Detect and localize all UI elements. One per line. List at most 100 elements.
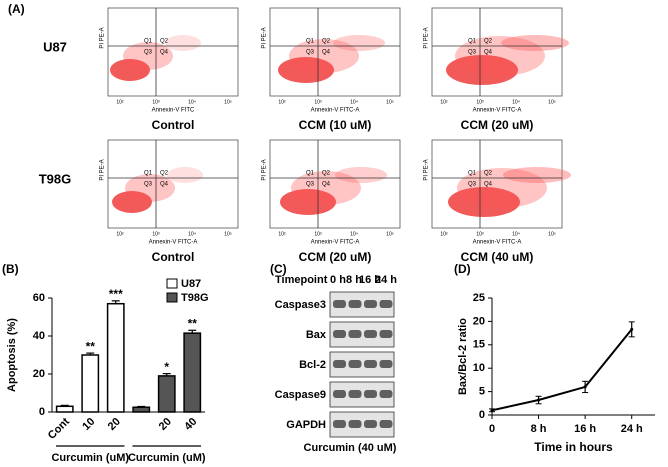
quadrant-label: Q4: [322, 182, 331, 188]
density-blob: [112, 191, 152, 213]
density-blob: [291, 171, 361, 205]
blot-band: [333, 390, 346, 398]
x-tick-label: 16 h: [574, 423, 596, 435]
x-tick-label: 0: [489, 423, 495, 435]
blot-band: [379, 300, 393, 308]
plot-frame: [107, 139, 239, 229]
y-tick-label: 20: [473, 315, 485, 327]
protein-label: Caspase3: [275, 299, 326, 311]
protein-label: GAPDH: [286, 419, 326, 431]
blot-band: [364, 390, 377, 398]
density-blob: [123, 42, 173, 70]
quadrant-label: Q4: [160, 182, 169, 188]
x-tick-label: 10⁴: [350, 231, 358, 237]
x-tick-label: 10³: [314, 99, 322, 105]
blot-band: [364, 300, 377, 308]
density-blob: [289, 39, 359, 73]
x-tick-label: 10⁵: [548, 99, 556, 105]
x-tick-label: 10⁵: [548, 231, 556, 237]
bar: [157, 375, 176, 413]
x-tick-label: 8 h: [531, 423, 547, 435]
blot-band: [348, 390, 362, 398]
x-tick-label: 20: [157, 416, 174, 433]
x-axis-label: Annexin-V FITC: [152, 108, 195, 114]
x-tick-label: 10³: [476, 231, 484, 237]
density-blob: [165, 35, 201, 51]
blot-band: [364, 420, 377, 428]
quadrant-label: Q3: [144, 50, 153, 56]
plot-caption: CCM (10 uM): [299, 118, 372, 132]
x-axis-label: Annexin-V FITC-A: [311, 240, 360, 246]
blot-band: [348, 300, 362, 308]
quadrant-label: Q1: [468, 39, 477, 45]
quadrant-label: Q1: [144, 39, 153, 45]
timepoint: 0 h: [330, 274, 346, 286]
x-tick-label: 10⁵: [224, 99, 232, 105]
protein-label: Bax: [306, 329, 327, 341]
blot-header: Timepoint: [275, 274, 328, 286]
y-axis-label: PI PE-A: [100, 27, 106, 48]
timepoint: 24 h: [375, 274, 397, 286]
x-axis-label: Annexin-V FITC-A: [473, 108, 522, 114]
legend-swatch: [166, 278, 178, 289]
bar: [81, 354, 100, 413]
y-tick-label: 60: [33, 292, 45, 304]
y-tick-label: 0: [39, 406, 45, 418]
x-tick-label: 10²: [116, 231, 124, 237]
x-tick-label: Cont: [46, 415, 72, 441]
y-axis-label: Apoptosis (%): [6, 318, 18, 392]
protein-label: Caspase9: [275, 389, 326, 401]
x-tick-label: 40: [182, 416, 199, 433]
density-blob: [501, 35, 569, 51]
x-axis-label: Annexin-V FITC-A: [473, 240, 522, 246]
bar: [55, 405, 74, 413]
y-tick-label: 40: [33, 330, 45, 342]
y-tick-label: 20: [33, 368, 45, 380]
x-tick-label: 10³: [152, 231, 160, 237]
quadrant-label: Q3: [306, 50, 315, 56]
plot-caption: Control: [152, 250, 195, 264]
blot-band: [379, 390, 393, 398]
quadrant-label: Q2: [322, 171, 331, 177]
row-label: T98G: [39, 171, 72, 186]
quadrant-label: Q3: [468, 50, 477, 56]
blot-band: [333, 300, 346, 308]
x-axis-label: Time in hours: [534, 440, 613, 454]
x-tick-label: 24 h: [621, 423, 643, 435]
plot-frame: [269, 139, 401, 229]
density-blob: [333, 35, 385, 51]
density-blob: [335, 167, 387, 183]
density-blob: [110, 59, 150, 81]
quadrant-label: Q2: [484, 171, 493, 177]
y-tick-label: 0: [479, 409, 485, 421]
blot-band: [333, 420, 346, 428]
group-label: Curcumin (uM): [51, 452, 129, 464]
x-tick-label: 10⁵: [386, 231, 394, 237]
bar: [132, 406, 151, 413]
quadrant-label: Q1: [468, 171, 477, 177]
data-point: [583, 385, 587, 389]
data-line: [491, 328, 633, 412]
x-axis-label: Annexin-V FITC-A: [149, 240, 198, 246]
plot-frame: [107, 7, 239, 97]
plot-frame: [269, 7, 401, 97]
blot-band: [364, 360, 377, 368]
density-blob: [446, 55, 518, 85]
blot-caption: Curcumin (40 uM): [304, 442, 397, 454]
x-tick-label: 10⁵: [224, 231, 232, 237]
quadrant-label: Q4: [160, 50, 169, 56]
x-tick-label: 20: [106, 416, 123, 433]
significance: **: [86, 339, 96, 353]
y-axis-label: PI PE-A: [262, 27, 268, 48]
quadrant-label: Q1: [306, 171, 315, 177]
significance: *: [164, 360, 169, 374]
density-blob: [503, 167, 571, 183]
quadrant-label: Q2: [322, 39, 331, 45]
density-blob: [125, 174, 175, 202]
data-point: [490, 408, 494, 412]
timepoint: 16 h: [359, 274, 381, 286]
quadrant-label: Q2: [484, 39, 493, 45]
panel-label: (D): [454, 262, 471, 276]
y-axis-label: PI PE-A: [424, 27, 430, 48]
quadrant-label: Q3: [468, 182, 477, 188]
